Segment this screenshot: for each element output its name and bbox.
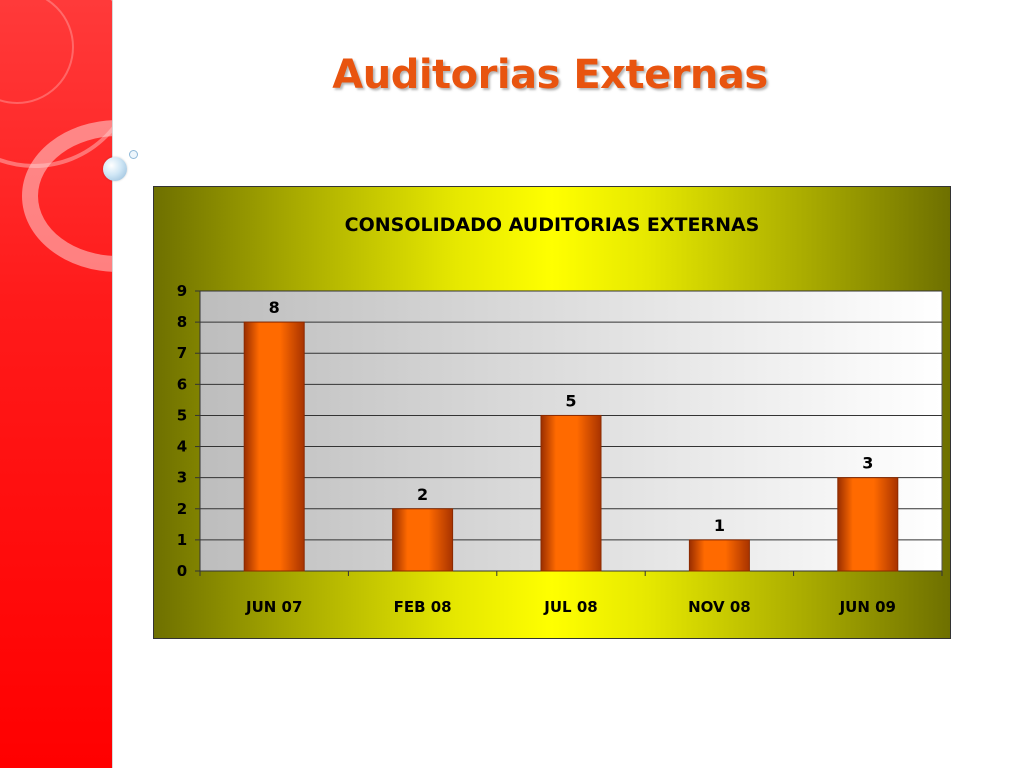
x-tick-label: JUN 09 [839, 598, 896, 616]
y-tick-label: 1 [177, 531, 187, 549]
data-label: 2 [417, 485, 428, 504]
bar [688, 539, 750, 572]
bar [243, 321, 305, 572]
y-tick-label: 4 [177, 438, 187, 456]
y-tick-label: 9 [177, 282, 187, 300]
data-label: 8 [269, 298, 280, 317]
x-tick-label: NOV 08 [688, 598, 751, 616]
x-tick-label: FEB 08 [394, 598, 452, 616]
chart-title: CONSOLIDADO AUDITORIAS EXTERNAS [345, 214, 760, 236]
bubble-icon [129, 150, 138, 159]
chart-frame: CONSOLIDADO AUDITORIAS EXTERNAS 0 1 2 3 4 5 6 7… [153, 186, 951, 639]
y-tick-label: 8 [177, 313, 187, 331]
y-tick-label: 5 [177, 406, 187, 424]
y-tick-label: 6 [177, 375, 187, 393]
bar [837, 477, 899, 572]
data-label: 3 [862, 454, 873, 473]
sidebar-divider [112, 0, 113, 768]
x-tick-label: JUL 08 [543, 598, 597, 616]
y-tick-label: 7 [177, 344, 187, 362]
data-label: 5 [565, 391, 576, 410]
decorative-sidebar [0, 0, 113, 768]
bubble-icon [103, 157, 127, 181]
y-tick-label: 3 [177, 469, 187, 487]
slide-title: Auditorias Externas [332, 52, 768, 98]
data-label: 1 [714, 516, 725, 535]
y-tick-label: 2 [177, 500, 187, 518]
bar [392, 508, 454, 572]
bar-chart: CONSOLIDADO AUDITORIAS EXTERNAS 0 1 2 3 4 5 6 7… [177, 214, 943, 616]
y-tick-label: 0 [177, 562, 187, 580]
bar [540, 414, 602, 572]
x-tick-label: JUN 07 [245, 598, 302, 616]
